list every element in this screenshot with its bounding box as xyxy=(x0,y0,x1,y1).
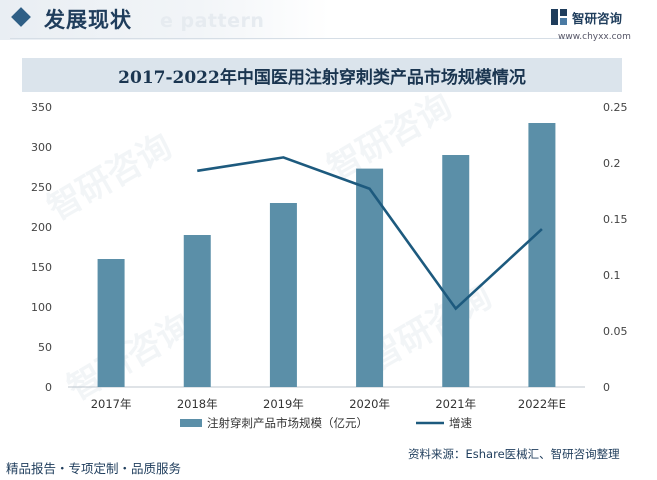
bar xyxy=(269,203,297,387)
brand-logo-icon xyxy=(551,9,567,25)
source-note: 资料来源：Eshare医械汇、智研咨询整理 xyxy=(408,447,620,461)
chart-title-bar: 2017-2022年中国医用注射穿刺类产品市场规模情况 xyxy=(22,58,622,92)
y-right-tick-label: 0 xyxy=(603,381,610,394)
x-tick-label: 2020年 xyxy=(349,397,390,411)
x-tick-label: 2017年 xyxy=(91,397,132,411)
y-left-tick-label: 0 xyxy=(45,381,52,394)
legend-label-line: 增速 xyxy=(449,416,472,430)
y-left-tick-label: 50 xyxy=(38,341,52,354)
x-tick-label: 2022年E xyxy=(518,397,566,411)
y-left-tick-label: 350 xyxy=(31,101,52,114)
bar xyxy=(97,259,125,387)
y-right-tick-label: 0.15 xyxy=(603,213,628,226)
header-watermark-text: e pattern xyxy=(160,10,265,32)
y-right-tick-label: 0.25 xyxy=(603,101,628,114)
bar xyxy=(183,235,211,387)
brand-url: www.chyxx.com xyxy=(558,32,631,42)
x-tick-label: 2021年 xyxy=(435,397,476,411)
y-right-tick-label: 0.2 xyxy=(603,157,621,170)
y-left-tick-label: 300 xyxy=(31,141,52,154)
legend-label-bar: 注射穿刺产品市场规模（亿元） xyxy=(207,416,368,430)
bar xyxy=(528,123,556,387)
brand-name: 智研咨询 xyxy=(572,11,623,26)
bar xyxy=(442,155,470,387)
y-left-tick-label: 150 xyxy=(31,261,52,274)
page-header: 发展现状 e pattern 智研咨询 www.chyxx.com xyxy=(0,0,657,44)
section-title: 发展现状 xyxy=(44,8,132,32)
header-background xyxy=(0,0,330,40)
y-right-tick-label: 0.1 xyxy=(603,269,621,282)
x-tick-label: 2019年 xyxy=(263,397,304,411)
footer-slogan: 精品报告・专项定制・品质服务 xyxy=(6,461,182,476)
y-left-tick-label: 200 xyxy=(31,221,52,234)
y-right-tick-label: 0.05 xyxy=(603,325,628,338)
y-left-tick-label: 250 xyxy=(31,181,52,194)
x-tick-label: 2018年 xyxy=(177,397,218,411)
bar xyxy=(356,168,384,387)
chart-title: 2017-2022年中国医用注射穿刺类产品市场规模情况 xyxy=(118,68,526,88)
legend-swatch-bar xyxy=(180,419,202,427)
header-divider xyxy=(10,38,570,39)
y-left-tick-label: 100 xyxy=(31,301,52,314)
